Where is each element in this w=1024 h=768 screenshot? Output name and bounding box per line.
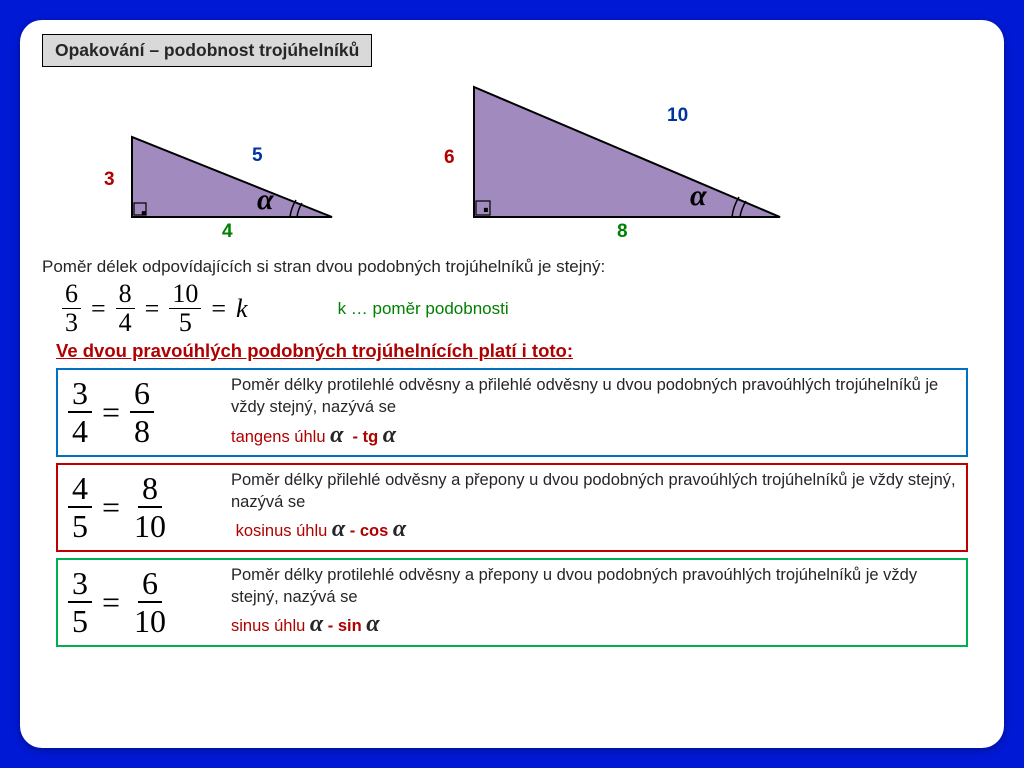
r1-desc: Poměr délky protilehlé odvěsny a přilehl…: [231, 376, 938, 416]
r1-alpha2: α: [383, 422, 396, 448]
label-a-large: 6: [444, 147, 455, 169]
slide: Opakování – podobnost trojúhelníků 3 4 5…: [20, 20, 1004, 748]
rc-f3-d: 5: [176, 309, 195, 336]
ratio-chain: 63 = 84 = 105 = k: [62, 281, 248, 336]
r1-term: tangens úhlu: [231, 428, 326, 446]
rule3-text: Poměr délky protilehlé odvěsny a přepony…: [231, 564, 956, 641]
r2-alpha1: α: [332, 516, 345, 542]
statement-2: Ve dvou pravoúhlých podobných trojúhelní…: [56, 340, 982, 362]
statement-1: Poměr délek odpovídajících si stran dvou…: [42, 257, 982, 277]
rule-box-sinus: 35 = 610 Poměr délky protilehlé odvěsny …: [56, 558, 968, 647]
rule3-eq: 35 = 610: [68, 567, 213, 637]
rc-f2-n: 8: [116, 281, 135, 309]
r2-f1-n: 4: [68, 472, 92, 508]
r2-f2-d: 10: [130, 508, 170, 542]
rc-k: k: [236, 294, 248, 324]
label-b-small: 4: [222, 221, 233, 243]
r3-alpha2: α: [366, 611, 379, 637]
r2-f2-n: 8: [138, 472, 162, 508]
r3-f2-d: 10: [130, 603, 170, 637]
triangle-row: 3 4 5 . α 6 8 10 . α: [122, 77, 982, 227]
r1-f1-d: 4: [68, 413, 92, 447]
r3-f1-d: 5: [68, 603, 92, 637]
r1-f1-n: 3: [68, 377, 92, 413]
r3-abbr: - sin: [328, 617, 362, 635]
r3-f1-n: 3: [68, 567, 92, 603]
rule1-eq: 34 = 68: [68, 377, 213, 447]
triangle-large-svg: [462, 77, 792, 227]
triangle-large: 6 8 10 . α: [462, 77, 792, 227]
r1-f2-d: 8: [130, 413, 154, 447]
r2-alpha2: α: [393, 516, 406, 542]
r1-alpha1: α: [330, 422, 343, 448]
rc-f1-d: 3: [62, 309, 81, 336]
rc-f1-n: 6: [62, 281, 81, 309]
rule2-text: Poměr délky přilehlé odvěsny a přepony u…: [231, 469, 956, 546]
label-b-large: 8: [617, 221, 628, 243]
right-angle-dot-large: .: [482, 187, 490, 219]
r2-f1-d: 5: [68, 508, 92, 542]
triangle-small: 3 4 5 . α: [122, 127, 342, 227]
triangle-small-svg: [122, 127, 342, 227]
rc-f2-d: 4: [116, 309, 135, 336]
rule2-eq: 45 = 810: [68, 472, 213, 542]
r2-term: kosinus úhlu: [236, 522, 328, 540]
label-c-small: 5: [252, 145, 263, 167]
r3-f2-n: 6: [138, 567, 162, 603]
r3-alpha1: α: [310, 611, 323, 637]
r3-term: sinus úhlu: [231, 617, 305, 635]
rule1-text: Poměr délky protilehlé odvěsny a přilehl…: [231, 374, 956, 451]
alpha-small: α: [257, 183, 274, 217]
label-a-small: 3: [104, 169, 115, 191]
r3-desc: Poměr délky protilehlé odvěsny a přepony…: [231, 566, 917, 606]
right-angle-dot-small: .: [140, 191, 147, 222]
rule-box-kosinus: 45 = 810 Poměr délky přilehlé odvěsny a …: [56, 463, 968, 552]
r1-abbr: - tg: [353, 428, 379, 446]
r1-f2-n: 6: [130, 377, 154, 413]
r2-abbr: - cos: [350, 522, 389, 540]
alpha-large: α: [690, 179, 707, 213]
rc-f3-n: 10: [169, 281, 201, 309]
r2-desc: Poměr délky přilehlé odvěsny a přepony u…: [231, 471, 956, 511]
title-bar: Opakování – podobnost trojúhelníků: [42, 34, 372, 67]
k-description: k … poměr podobnosti: [338, 299, 509, 319]
ratio-chain-row: 63 = 84 = 105 = k k … poměr podobnosti: [62, 281, 982, 336]
label-c-large: 10: [667, 105, 688, 127]
rule-box-tangens: 34 = 68 Poměr délky protilehlé odvěsny a…: [56, 368, 968, 457]
title-text: Opakování – podobnost trojúhelníků: [55, 40, 359, 60]
